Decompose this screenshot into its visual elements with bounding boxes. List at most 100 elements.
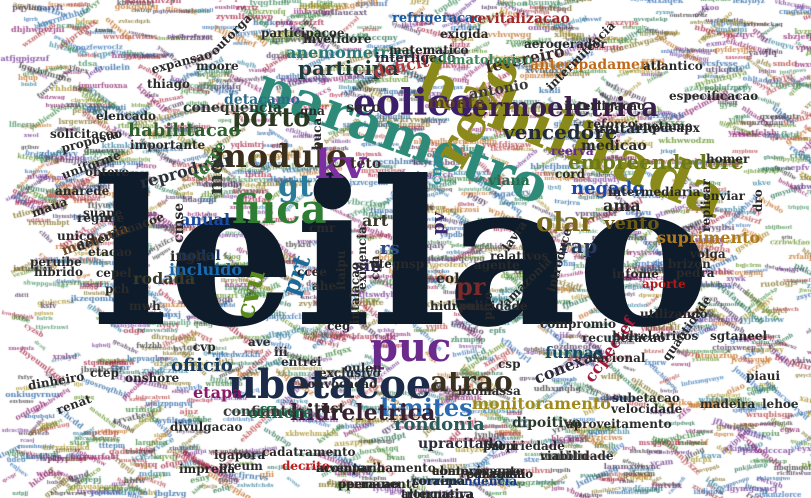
cloud-word: porto	[232, 103, 311, 133]
cloud-word: moore	[196, 59, 239, 73]
cloud-word: thiago	[147, 77, 190, 91]
cloud-word: infome	[612, 267, 659, 281]
cloud-word: lehoe	[762, 397, 799, 411]
cloud-word: kv	[315, 141, 366, 188]
cloud-word: furnas	[545, 343, 603, 362]
cloud-word: ofiicio	[171, 355, 233, 376]
cloud-word: seco	[346, 100, 381, 116]
cloud-word: termoeletrica	[460, 93, 659, 123]
cloud-word: importante	[130, 138, 206, 152]
cloud-word: fiica	[232, 186, 327, 233]
cloud-word: sin	[355, 256, 382, 275]
cloud-word: antecipadamente	[530, 57, 666, 73]
cloud-word: gna	[300, 104, 325, 118]
cloud-word: aerogerador	[524, 37, 607, 51]
cloud-word: unico	[57, 229, 95, 243]
cloud-word: ingle	[170, 249, 210, 265]
cloud-word: igapora	[214, 448, 266, 462]
cloud-word: reerva	[551, 144, 594, 158]
cloud-word: habilitacao	[128, 120, 241, 141]
cloud-word: csp	[498, 357, 521, 371]
cloud-word: art	[362, 211, 389, 230]
cloud-word: cmr	[309, 221, 336, 235]
cloud-word: viabilidade	[540, 449, 614, 463]
cloud-word: reforco	[587, 117, 636, 131]
cloud-word: brizon	[668, 257, 711, 271]
cloud-word: ccee	[297, 265, 327, 279]
cloud-word: dro	[751, 189, 765, 212]
cloud-word: tronqueira	[401, 487, 473, 498]
cloud-word: solicitacao	[50, 127, 123, 141]
cloud-word: agente	[474, 258, 520, 272]
cloud-word: rs	[380, 238, 400, 259]
cloud-word: cmo	[429, 152, 445, 185]
cloud-word: buca	[310, 117, 324, 150]
cloud-word: replicar	[699, 179, 713, 232]
cloud-word: cepel	[96, 266, 132, 280]
cloud-word: exigencia	[355, 226, 369, 290]
cloud-word: suape	[83, 206, 123, 220]
cloud-word: compromio	[540, 317, 616, 331]
cloud-word: biomassa	[458, 384, 521, 398]
cloud-word: exclusivo	[319, 366, 381, 380]
cloud-word: pv	[428, 211, 449, 235]
cloud-word: atlantico	[643, 59, 703, 73]
cloud-word: exigida	[440, 27, 489, 41]
cloud-word: vento	[604, 213, 660, 234]
cloud-word: atrao	[430, 365, 513, 398]
cloud-word: empreendedore	[568, 150, 744, 174]
cloud-word: utegnsp	[370, 257, 425, 271]
cloud-word: cadatramento	[262, 445, 356, 459]
cloud-word: negado	[571, 178, 645, 199]
cloud-word: monitoramento	[472, 394, 611, 413]
cloud-word: peruibe	[30, 255, 82, 269]
cloud-word: revitalizacao	[470, 11, 570, 27]
cloud-word: entrei	[281, 355, 322, 369]
cloud-word: dipoitivo	[512, 415, 581, 431]
cloud-word: rodada	[133, 269, 196, 288]
cloud-word: hibrido	[34, 265, 83, 279]
cloud-word: pr	[456, 272, 486, 301]
cloud-word: recuperacao	[582, 331, 666, 345]
cloud-word: eol	[436, 271, 460, 287]
cloud-word: elencado	[96, 109, 157, 123]
cloud-word: barri	[483, 439, 517, 453]
cloud-word: confiante	[223, 404, 296, 420]
cloud-word: preum	[219, 459, 263, 473]
cloud-word: olar	[536, 208, 594, 238]
cloud-word: offhore	[248, 403, 313, 422]
cloud-word: comprovacao	[432, 464, 521, 478]
cloud-word: participa	[298, 56, 400, 80]
cloud-word: monte	[428, 93, 485, 112]
cloud-word: iii	[274, 345, 288, 359]
cloud-word: pedra	[676, 266, 715, 280]
cloud-word: especificacao	[669, 89, 759, 103]
cloud-word: enviar	[703, 189, 745, 203]
cloud-word: mwh	[129, 299, 161, 313]
cloud-word: viana	[488, 173, 530, 189]
cloud-word: acompanhamento	[316, 461, 436, 475]
cloud-word: puc	[370, 324, 452, 371]
cloud-word: interligado	[375, 51, 456, 66]
cloud-word: teto	[350, 156, 382, 172]
cloud-word: etapa	[193, 383, 243, 402]
cloud-word: interligacao	[564, 99, 646, 113]
cloud-word: cord	[555, 167, 586, 181]
cloud-word: cgh	[368, 255, 382, 280]
cloud-word: intermediaria	[608, 185, 701, 199]
cloud-word: aproveitamento	[566, 417, 672, 431]
cloud-word: vencedore	[503, 120, 618, 144]
cloud-word: subetacao	[612, 391, 680, 405]
cloud-word: cmse	[171, 202, 187, 243]
cloud-word: operacao	[338, 477, 400, 491]
cloud-word: roraima	[412, 474, 466, 488]
cloud-word: abatecimento	[432, 464, 524, 478]
cloud-word: anarede	[55, 184, 110, 198]
cloud-word: divulgacao	[170, 420, 243, 434]
cloud-word: relativos	[490, 249, 549, 263]
cloud-word: limites	[380, 393, 473, 422]
cloud-word: paraguai	[466, 467, 526, 481]
cloud-word: incluido	[169, 260, 243, 279]
